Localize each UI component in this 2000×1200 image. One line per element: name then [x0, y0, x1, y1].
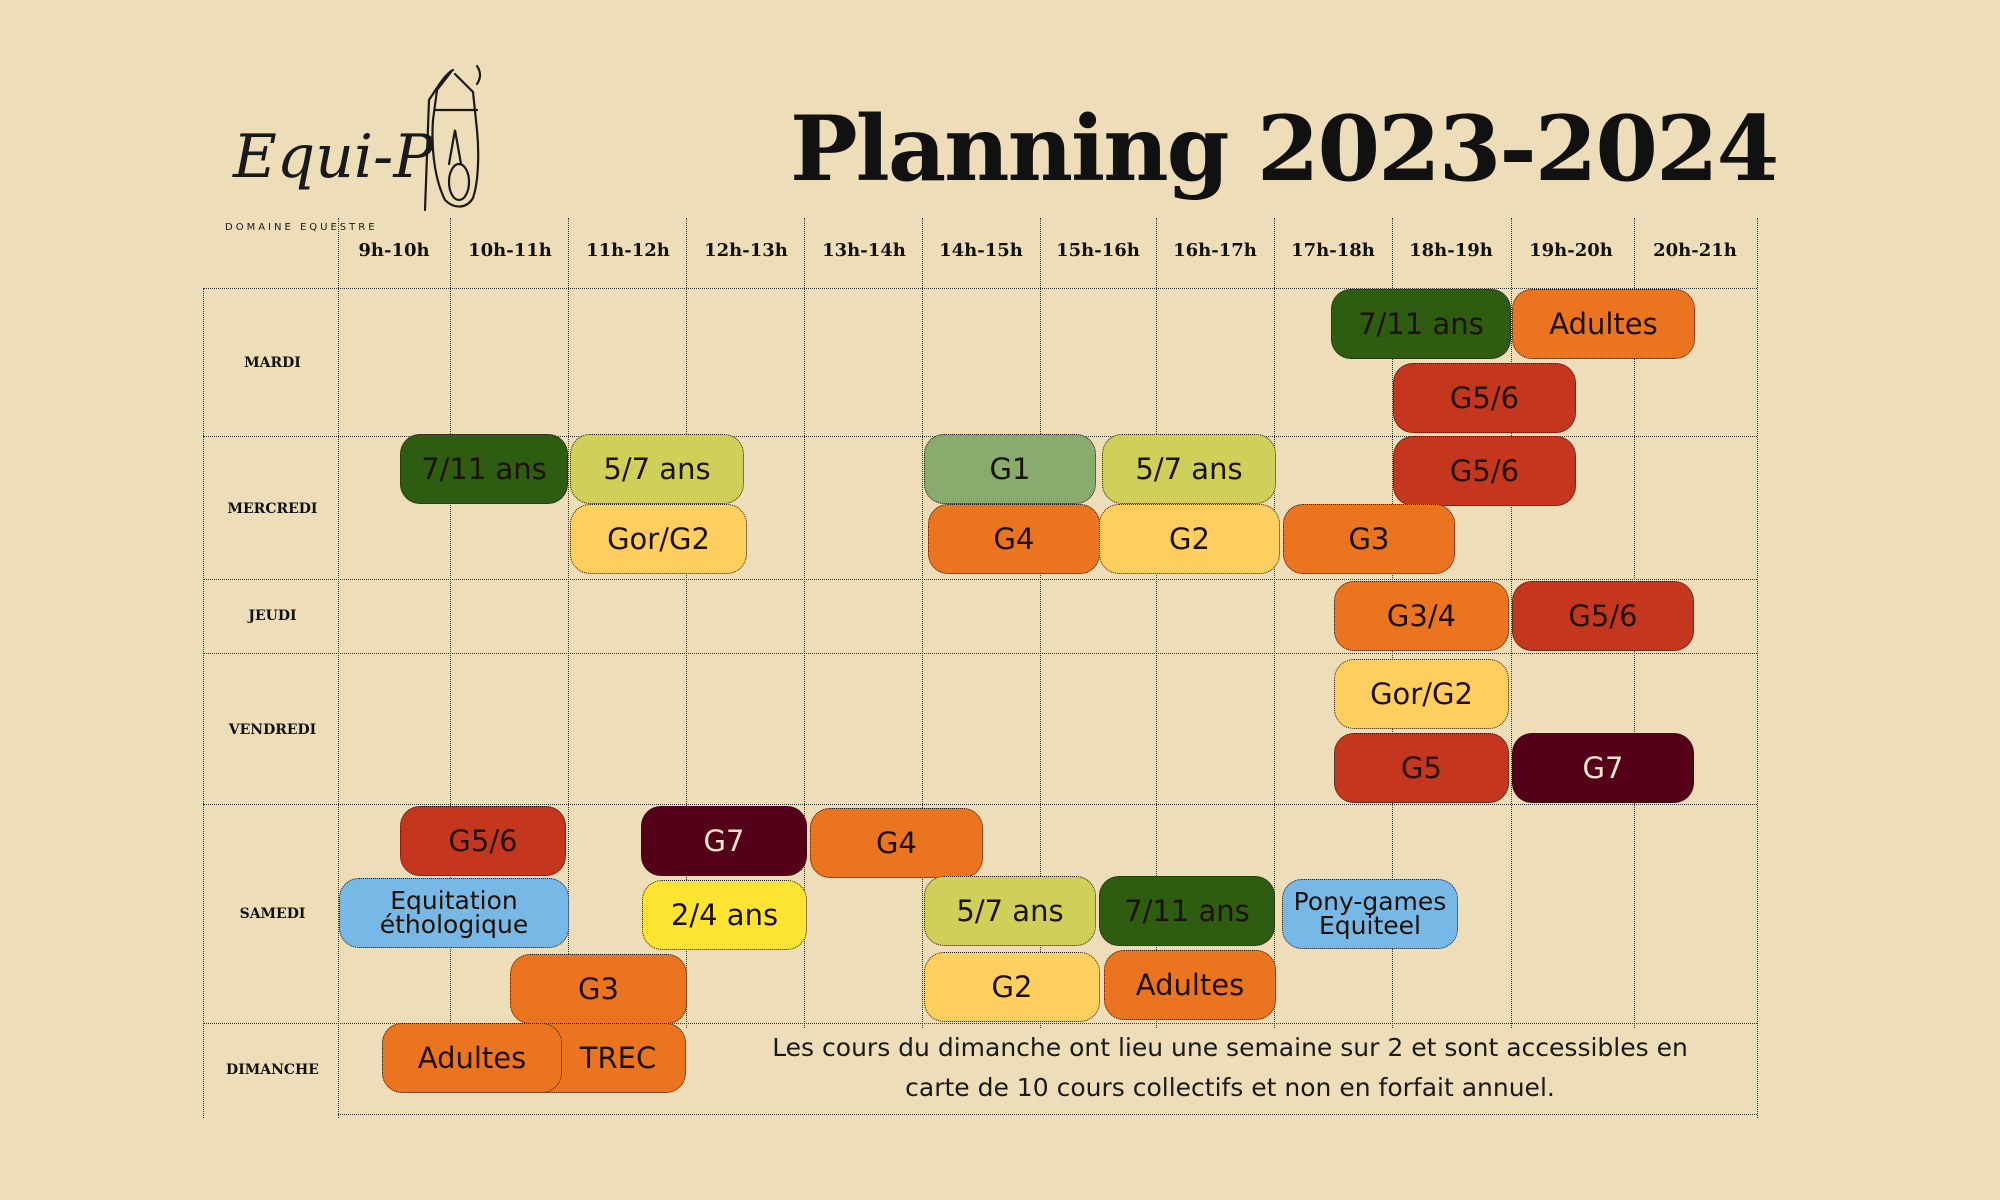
grid-line — [804, 218, 805, 1028]
time-header: 14h-15h — [939, 240, 1023, 261]
time-header: 13h-14h — [822, 240, 906, 261]
course-pill[interactable]: 7/11 ans — [1099, 876, 1275, 946]
grid-line — [922, 218, 923, 1028]
time-header: 12h-13h — [704, 240, 788, 261]
course-pill[interactable]: 7/11 ans — [400, 434, 568, 504]
grid-line — [203, 288, 204, 1118]
dimanche-note: Les cours du dimanche ont lieu une semai… — [772, 1033, 1688, 1102]
time-header: 19h-20h — [1529, 240, 1613, 261]
day-label-vendredi: VENDREDI — [228, 722, 317, 738]
grid-line — [203, 1023, 1757, 1024]
logo-subtitle: DOMAINE EQUESTRE — [225, 222, 378, 233]
course-pill[interactable]: G3 — [510, 954, 687, 1024]
logo-name: Equi-P — [233, 122, 434, 192]
course-pill[interactable]: G5/6 — [1512, 581, 1694, 651]
day-label-mercredi: MERCREDI — [227, 501, 318, 517]
grid-line — [338, 218, 339, 1118]
course-pill[interactable]: G4 — [928, 504, 1100, 574]
course-pill[interactable]: 5/7 ans — [924, 876, 1096, 946]
grid-line — [1511, 218, 1512, 1028]
course-pill[interactable]: Adultes — [1104, 950, 1276, 1020]
course-pill[interactable]: Adultes — [1512, 289, 1695, 359]
grid-line — [338, 1114, 1757, 1115]
grid-line — [568, 218, 569, 1028]
time-header: 10h-11h — [468, 240, 552, 261]
grid-line — [203, 288, 1757, 289]
time-header: 16h-17h — [1173, 240, 1257, 261]
course-pill[interactable]: Gor/G2 — [570, 504, 747, 574]
day-label-jeudi: JEUDI — [248, 608, 297, 624]
course-pill[interactable]: G1 — [924, 434, 1096, 504]
grid-line — [1274, 218, 1275, 1028]
day-label-dimanche: DIMANCHE — [226, 1062, 319, 1078]
course-pill[interactable]: Gor/G2 — [1334, 659, 1509, 729]
time-header: 20h-21h — [1653, 240, 1737, 261]
time-header: 9h-10h — [358, 240, 430, 261]
grid-line — [203, 579, 1757, 580]
course-pill[interactable]: 2/4 ans — [642, 880, 807, 950]
course-pill[interactable]: G7 — [1512, 733, 1694, 803]
course-pill[interactable]: Adultes — [382, 1023, 562, 1093]
grid-line — [203, 804, 1757, 805]
course-pill[interactable]: G7 — [641, 806, 807, 876]
course-pill[interactable]: G5 — [1334, 733, 1509, 803]
grid-line — [1040, 218, 1041, 1028]
course-pill[interactable]: G5/6 — [1393, 436, 1576, 506]
time-header: 11h-12h — [586, 240, 670, 261]
course-pill[interactable]: G3 — [1283, 504, 1455, 574]
logo: Equi-P DOMAINE EQUESTRE — [215, 60, 495, 240]
grid-line — [450, 218, 451, 1028]
time-header: 15h-16h — [1056, 240, 1140, 261]
course-pill[interactable]: G5/6 — [400, 806, 566, 876]
grid-line — [203, 653, 1757, 654]
course-pill[interactable]: G2 — [1099, 504, 1280, 574]
day-label-mardi: MARDI — [244, 355, 301, 371]
course-pill[interactable]: 7/11 ans — [1331, 289, 1511, 359]
course-pill[interactable]: 5/7 ans — [1102, 434, 1276, 504]
course-pill[interactable]: G4 — [810, 808, 983, 878]
course-pill[interactable]: G2 — [924, 952, 1100, 1022]
day-label-samedi: SAMEDI — [239, 906, 306, 922]
grid-line — [1757, 218, 1758, 1118]
course-pill[interactable]: Pony-games Equiteel — [1282, 879, 1458, 949]
course-pill[interactable]: G5/6 — [1393, 363, 1576, 433]
page-title: Planning 2023-2024 — [790, 96, 1779, 202]
course-pill[interactable]: Equitation éthologique — [339, 878, 569, 948]
grid-line — [686, 218, 687, 1028]
grid-line — [1156, 218, 1157, 1028]
time-header: 18h-19h — [1409, 240, 1493, 261]
course-pill[interactable]: 5/7 ans — [570, 434, 744, 504]
course-pill[interactable]: G3/4 — [1334, 581, 1509, 651]
horse-head-logo-icon — [423, 64, 482, 212]
time-header: 17h-18h — [1291, 240, 1375, 261]
